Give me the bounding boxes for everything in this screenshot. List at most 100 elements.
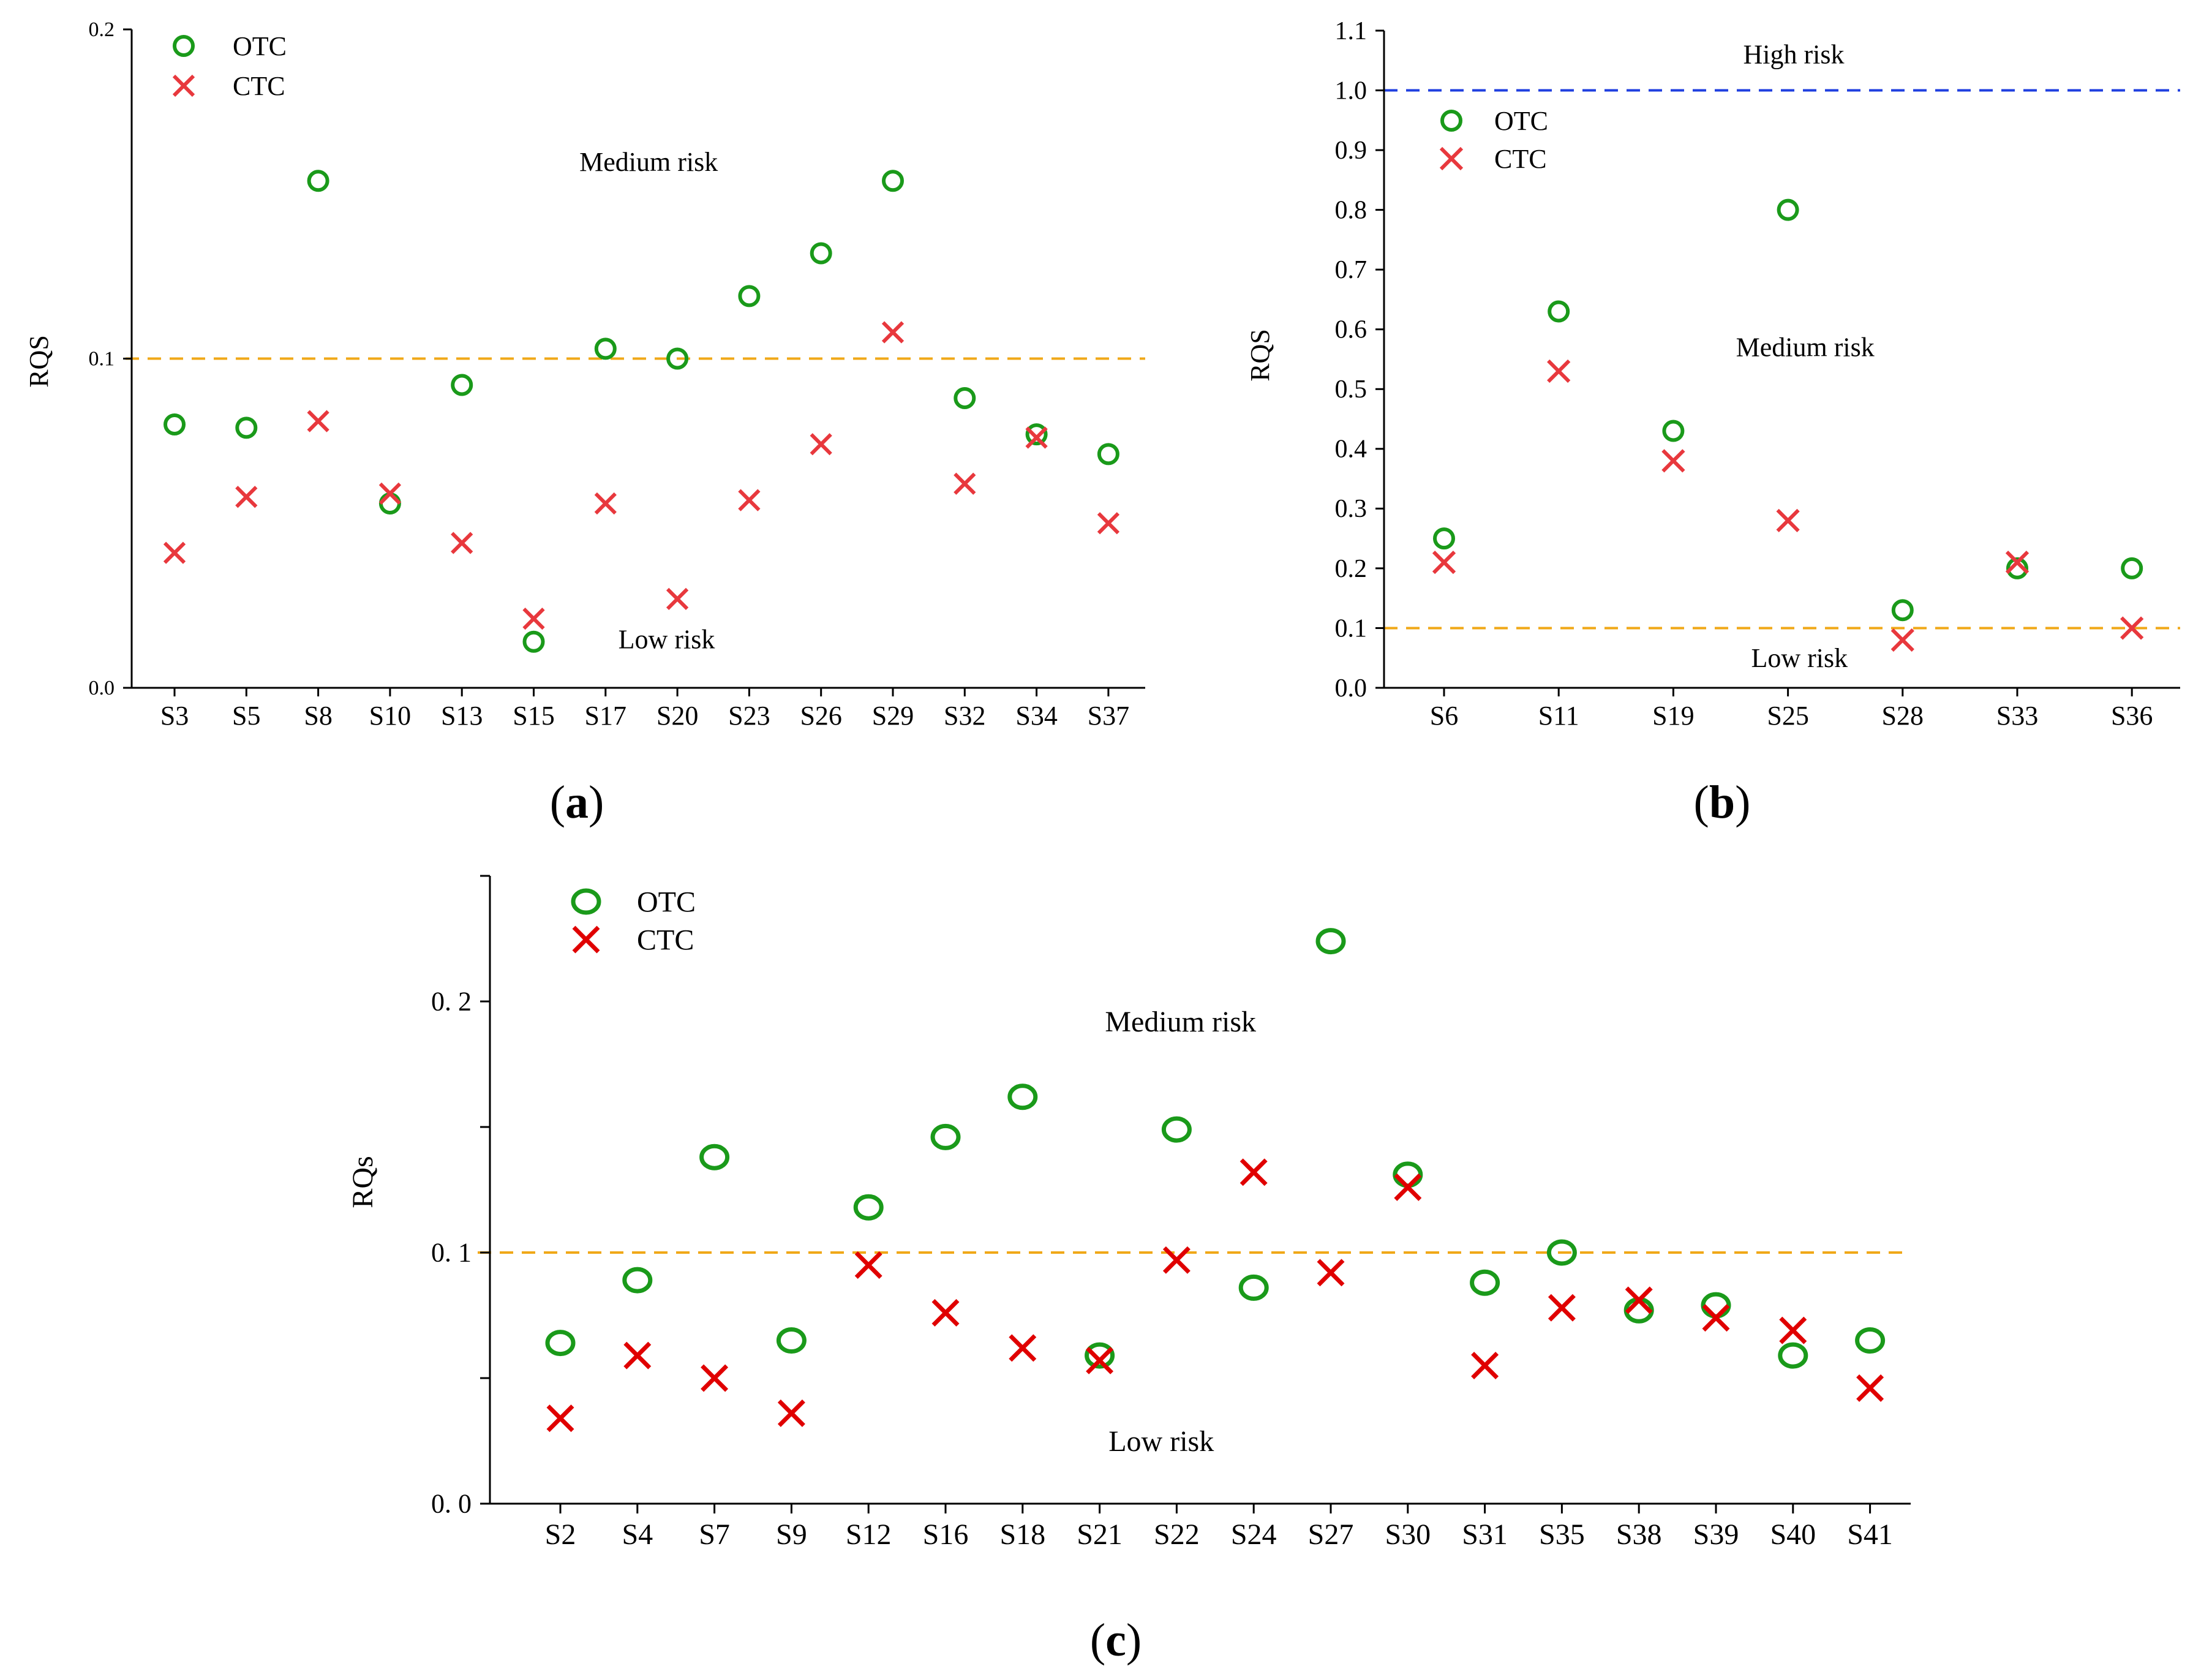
panel-c-ctc-point-s18 bbox=[1009, 1334, 1037, 1362]
panel-c-ctc-point-s7-stroke-b bbox=[701, 1364, 729, 1392]
panel-b-ctc-point-s28-stroke-b bbox=[1890, 628, 1914, 652]
panel-a-ctc-point-s5-stroke-b bbox=[235, 486, 258, 508]
panel-c-ctc-point-s27 bbox=[1317, 1259, 1345, 1287]
panel-a-ctc-point-s34 bbox=[1025, 426, 1048, 449]
panel-a-x-tick-label: S17 bbox=[585, 701, 626, 731]
panel-b-legend-otc-marker bbox=[1440, 110, 1462, 132]
panel-a-ctc-point-s32 bbox=[954, 472, 976, 495]
panel-a-otc-point-s32 bbox=[954, 387, 976, 409]
panel-c-label-open: ( bbox=[1090, 1615, 1105, 1666]
panel-c-label-close: ) bbox=[1126, 1615, 1142, 1666]
panel-b-ctc-point-s25 bbox=[1776, 508, 1800, 532]
panel-b-ctc-point-s33-stroke-b bbox=[2005, 551, 2030, 575]
panel-b-y-tick-label: 0.9 bbox=[1335, 137, 1367, 165]
panel-c-x-tick-label: S38 bbox=[1616, 1518, 1662, 1551]
panel-b-legend-otc-label: OTC bbox=[1494, 106, 1548, 136]
panel-a-label: (a) bbox=[550, 777, 604, 828]
panel-a-legend-otc-label: OTC bbox=[233, 31, 287, 61]
panel-a-ctc-point-s10-stroke-b bbox=[378, 482, 402, 505]
panel-a-ctc-point-s15-stroke-b bbox=[522, 608, 545, 630]
panel-a-otc-point-s23 bbox=[738, 285, 761, 307]
panel-c-x-tick-label: S41 bbox=[1847, 1518, 1893, 1551]
panel-c-ctc-point-s38-stroke-b bbox=[1625, 1286, 1653, 1314]
panel-c-legend-ctc-label: CTC bbox=[637, 924, 694, 956]
panel-c-ctc-point-s35-stroke-b bbox=[1548, 1294, 1576, 1322]
panel-c-otc-point-s41 bbox=[1855, 1327, 1886, 1354]
panel-c-otc-point-s4 bbox=[622, 1267, 653, 1294]
panel-b-ctc-point-s36 bbox=[2120, 616, 2144, 640]
panel-c-legend-ctc-marker bbox=[572, 925, 600, 954]
panel-a-ctc-point-s26 bbox=[810, 433, 832, 456]
panel-b-label-letter: b bbox=[1709, 777, 1735, 828]
panel-c-x-tick-label: S27 bbox=[1308, 1518, 1354, 1551]
panel-c-y-tick-label: 0. 2 bbox=[431, 987, 472, 1017]
panel-b-otc-point-s36 bbox=[2121, 557, 2143, 579]
panel-a-ctc-point-s32-stroke-b bbox=[954, 472, 976, 495]
panel-c-x-tick-label: S12 bbox=[846, 1518, 892, 1551]
panel-a-otc-point-s29 bbox=[882, 170, 904, 192]
panel-b-x-tick-label: S6 bbox=[1430, 701, 1458, 731]
panel-c-ctc-point-s22-stroke-b bbox=[1162, 1246, 1191, 1274]
panel-c-ctc-point-s24-stroke-b bbox=[1240, 1158, 1268, 1186]
panel-c-x-tick-label: S39 bbox=[1693, 1518, 1739, 1551]
panel-a-x-tick-label: S23 bbox=[728, 701, 770, 731]
panel-c-x-tick-label: S4 bbox=[622, 1518, 653, 1551]
panel-a-zone-label-0: Medium risk bbox=[579, 147, 718, 177]
panel-a-legend-ctc-label: CTC bbox=[233, 71, 285, 101]
panel-a-x-tick-label: S3 bbox=[160, 701, 189, 731]
panel-b-ctc-point-s6-stroke-b bbox=[1432, 551, 1456, 575]
panel-a-label-close: ) bbox=[589, 777, 604, 828]
panel-c-otc-point-s9 bbox=[776, 1327, 807, 1354]
panel-c-otc-point-s30 bbox=[1393, 1161, 1423, 1188]
panel-a-ctc-point-s8-stroke-b bbox=[307, 410, 329, 432]
panel-c-x-tick-label: S2 bbox=[545, 1518, 576, 1551]
panel-b-y-tick-label: 1.0 bbox=[1335, 77, 1367, 105]
panel-a-ctc-point-s37-stroke-b bbox=[1097, 512, 1120, 535]
panel-b-y-tick-label: 0.5 bbox=[1335, 375, 1367, 404]
panel-a-otc-point-s26 bbox=[810, 242, 832, 265]
panel-a-ctc-point-s13 bbox=[451, 532, 473, 554]
panel-c-legend-otc-label: OTC bbox=[637, 886, 696, 918]
panel-b-zone-label-2: Low risk bbox=[1751, 643, 1848, 673]
panel-b-ctc-point-s25-stroke-b bbox=[1776, 508, 1800, 532]
panel-c-ctc-point-s35 bbox=[1548, 1294, 1576, 1322]
panel-c-otc-point-s24 bbox=[1238, 1274, 1269, 1301]
panel-a-legend: OTC CTC bbox=[172, 31, 287, 101]
panel-c-ctc-point-s4 bbox=[623, 1341, 652, 1370]
panel-a-y-axis-label: RQS bbox=[24, 335, 54, 388]
panel-a-legend-ctc-marker bbox=[172, 74, 195, 97]
panel-c-ctc-point-s39-stroke-b bbox=[1702, 1304, 1730, 1332]
panel-a-x-tick-label: S10 bbox=[369, 701, 411, 731]
panel-a-chart: 0.0 0.1 0.2 S3 S5 S8 S10 S13 S15 S17 S20 S23 S26 S29 S… bbox=[24, 18, 1145, 828]
panel-a-ctc-point-s29-stroke-b bbox=[881, 321, 905, 344]
panel-b-otc-point-s11 bbox=[1548, 300, 1570, 323]
panel-c-ctc-point-s40 bbox=[1779, 1316, 1807, 1344]
panel-a-label-open: ( bbox=[550, 777, 565, 828]
panel-c-x-tick-label: S40 bbox=[1770, 1518, 1816, 1551]
panel-a-ctc-point-s23-stroke-b bbox=[738, 489, 761, 511]
panel-b-y-axis-label: RQS bbox=[1245, 329, 1275, 382]
panel-a-x-tick-label: S13 bbox=[441, 701, 483, 731]
panel-b-ctc-point-s19-stroke-b bbox=[1661, 449, 1685, 473]
panel-c-otc-point-s18 bbox=[1007, 1083, 1038, 1110]
panel-c-x-tick-label: S18 bbox=[999, 1518, 1045, 1551]
panel-a-ctc-point-s3-stroke-b bbox=[163, 541, 186, 564]
panel-c-otc-point-s16 bbox=[930, 1123, 961, 1150]
panel-a-otc-point-s34 bbox=[1025, 423, 1048, 446]
panel-c-otc-point-s22 bbox=[1161, 1116, 1192, 1143]
panel-a-x-tick-label: S5 bbox=[232, 701, 260, 731]
panel-c-y-tick-label: 0. 0 bbox=[431, 1489, 472, 1519]
panel-a-plot-area: 0.0 0.1 0.2 S3 S5 S8 S10 S13 S15 S17 S20 S23 S26 S29 S… bbox=[89, 18, 1145, 731]
panel-c-ctc-point-s31-stroke-b bbox=[1471, 1352, 1499, 1379]
panel-a-otc-point-s15 bbox=[522, 630, 545, 653]
panel-b-y-tick-label: 0.1 bbox=[1335, 614, 1367, 643]
panel-c-ctc-point-s27-stroke-b bbox=[1317, 1259, 1345, 1287]
panel-b-otc-point-s28 bbox=[1891, 599, 1914, 622]
panel-b-x-tick-label: S25 bbox=[1767, 701, 1808, 731]
panel-a-label-letter: a bbox=[565, 777, 589, 828]
panel-b-otc-point-s33 bbox=[2006, 557, 2028, 579]
panel-c-ctc-point-s31 bbox=[1471, 1352, 1499, 1379]
panel-c-otc-point-s27 bbox=[1315, 928, 1346, 955]
panel-b-ctc-point-s19 bbox=[1661, 449, 1685, 473]
panel-c-ctc-point-s9-stroke-b bbox=[777, 1399, 805, 1427]
